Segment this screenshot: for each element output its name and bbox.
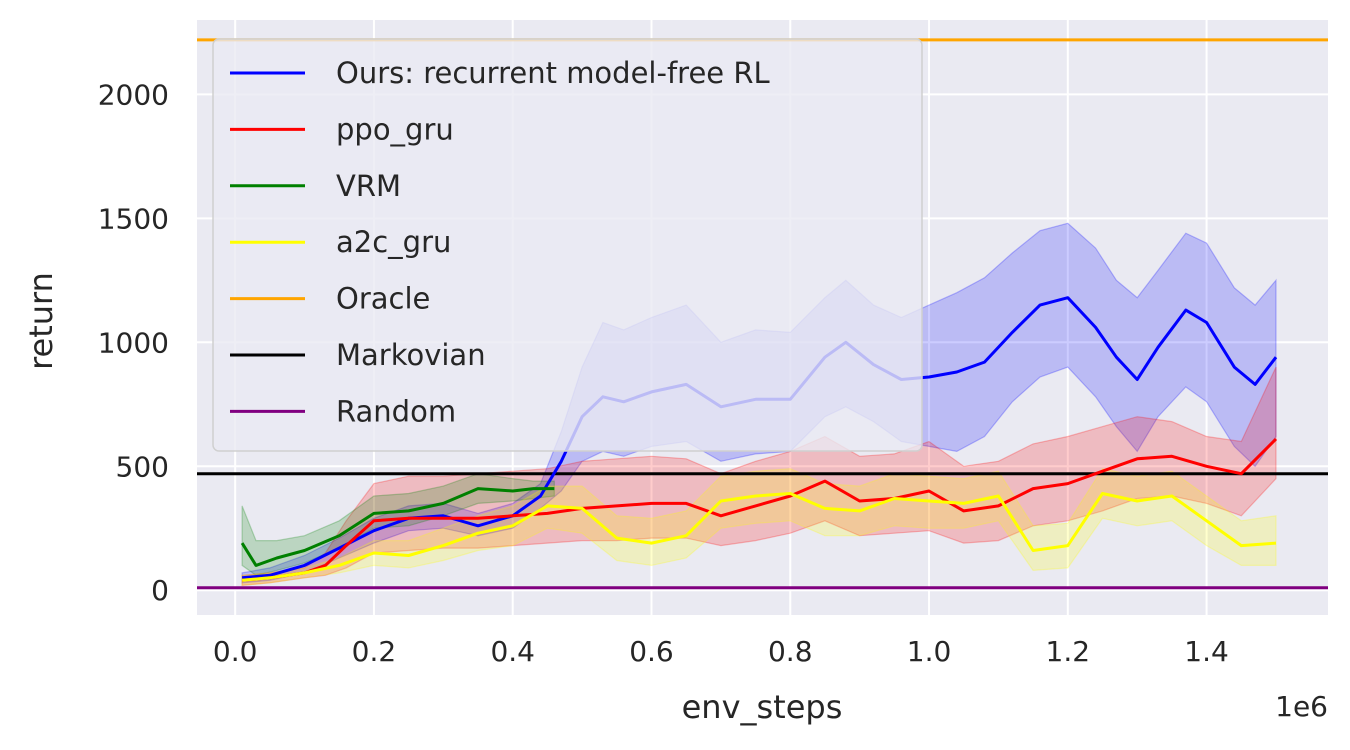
band-a2c-gru: [241, 468, 1277, 586]
x-tick-label: 0.4: [490, 635, 535, 668]
y-tick-label: 500: [116, 450, 169, 483]
x-axis-title: env_steps: [682, 688, 843, 726]
y-tick-label: 2000: [98, 78, 169, 111]
series-line-ppo-gru: [241, 437, 1278, 582]
x-tick-label: 0.6: [629, 635, 674, 668]
x-tick-label: 1.2: [1046, 635, 1091, 668]
legend-label-oracle: Oracle: [336, 282, 430, 316]
band-ppo-gru: [241, 366, 1277, 586]
y-tick-label: 0: [151, 574, 169, 607]
legend-label-ours-recurrent-model-free-rl: Ours: recurrent model-free RL: [336, 56, 770, 90]
x-tick-label: 0.2: [352, 635, 397, 668]
x-tick-label: 1.4: [1184, 635, 1229, 668]
legend-label-ppo-gru: ppo_gru: [336, 112, 454, 146]
y-axis-title: return: [22, 272, 60, 370]
x-tick-label: 1.0: [907, 635, 952, 668]
band-vrm: [241, 473, 555, 576]
legend: Ours: recurrent model-free RL ppo_gru VRM a…: [212, 38, 923, 452]
x-tick-label: 0.0: [213, 635, 258, 668]
y-tick-labels: 0 500 1000 1500 2000: [98, 78, 169, 607]
legend-label-markovian: Markovian: [336, 338, 486, 372]
x-tick-label: 0.8: [768, 635, 813, 668]
x-tick-labels: 0.0 0.2 0.4 0.6 0.8 1.0 1.2 1.4: [213, 635, 1229, 668]
legend-label-random: Random: [336, 394, 456, 428]
y-tick-label: 1500: [98, 202, 169, 235]
legend-box: [212, 38, 923, 452]
legend-label-a2c-gru: a2c_gru: [336, 225, 451, 259]
legend-label-vrm: VRM: [336, 169, 401, 203]
series-line-vrm: [240, 487, 555, 567]
y-tick-label: 1000: [98, 326, 169, 359]
x-axis-offset-label: 1e6: [1275, 690, 1328, 723]
series-line-a2c-gru: [241, 492, 1277, 582]
